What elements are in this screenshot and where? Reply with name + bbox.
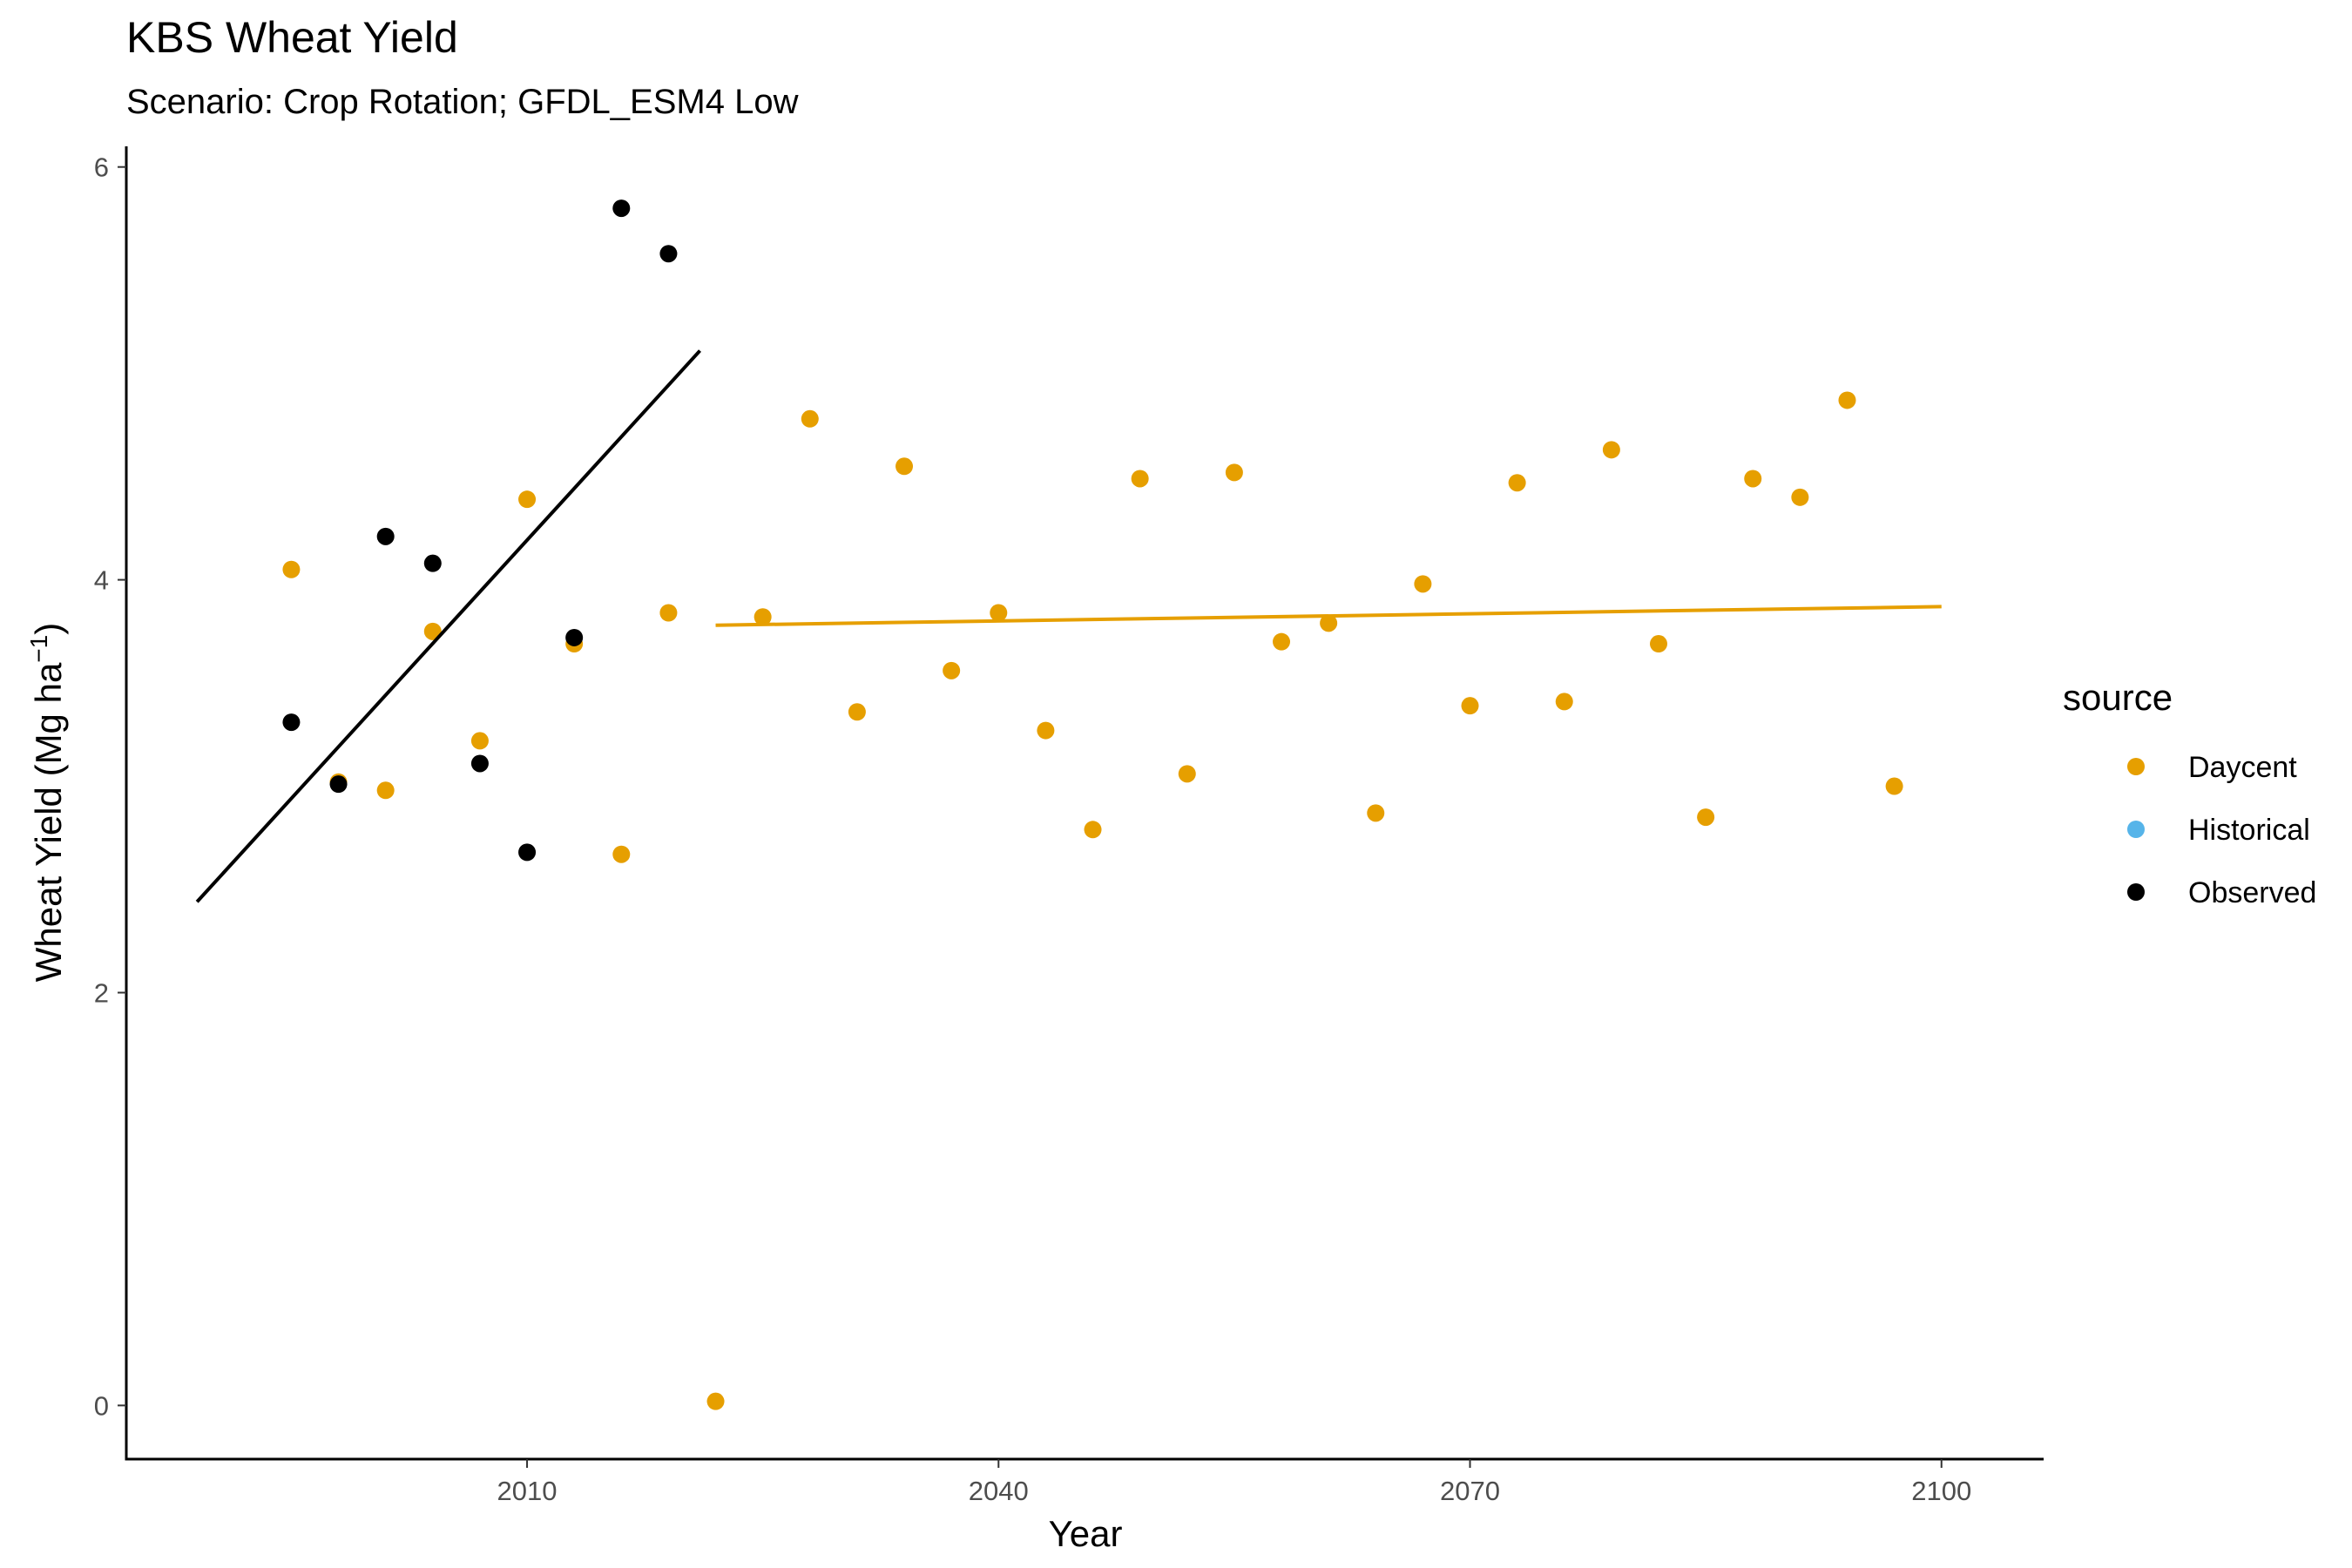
- x-tick-label: 2040: [969, 1476, 1029, 1506]
- legend-label-observed: Observed: [2188, 876, 2316, 909]
- point-daycent-21: [1273, 632, 1291, 651]
- point-daycent-20: [1225, 463, 1243, 482]
- point-daycent-8: [659, 604, 678, 622]
- point-daycent-28: [1602, 441, 1620, 459]
- point-observed-8: [659, 245, 678, 263]
- point-observed-7: [612, 199, 631, 218]
- legend-title: source: [2063, 677, 2173, 718]
- y-axis-title: Wheat Yield (Mg ha−1): [25, 623, 69, 982]
- y-tick-label: 2: [94, 977, 109, 1008]
- point-daycent-34: [1885, 777, 1903, 795]
- plot-area: [195, 199, 1942, 1410]
- point-daycent-22: [1320, 614, 1338, 632]
- y-ticks: 0 2 4 6: [94, 152, 126, 1421]
- point-observed-4: [470, 754, 489, 773]
- point-daycent-33: [1838, 391, 1856, 409]
- point-daycent-26: [1508, 474, 1526, 492]
- point-observed-5: [518, 843, 537, 862]
- point-daycent-0: [282, 560, 301, 578]
- legend-label-daycent: Daycent: [2188, 751, 2297, 784]
- point-observed-1: [329, 775, 348, 794]
- y-tick-label: 0: [94, 1390, 109, 1421]
- y-axis-title-superscript: −1: [25, 635, 52, 663]
- point-daycent-27: [1555, 693, 1573, 711]
- point-daycent-32: [1791, 488, 1809, 506]
- trend-line-observed: [195, 349, 701, 903]
- point-daycent-12: [848, 703, 866, 721]
- point-daycent-16: [1037, 721, 1055, 740]
- trend-line-daycent: [715, 605, 1942, 627]
- point-daycent-30: [1697, 808, 1715, 827]
- legend-key-observed: [2127, 883, 2145, 901]
- point-daycent-5: [518, 490, 537, 509]
- x-ticks: 2010 2040 2070 2100: [497, 1459, 1971, 1506]
- y-axis-title-main: Wheat Yield (Mg ha: [28, 662, 69, 982]
- legend-key-historical: [2127, 821, 2145, 838]
- x-tick-label: 2010: [497, 1476, 558, 1506]
- point-daycent-11: [801, 409, 819, 428]
- point-daycent-18: [1131, 470, 1149, 488]
- point-daycent-4: [470, 732, 489, 750]
- point-daycent-10: [754, 608, 772, 626]
- point-daycent-15: [990, 604, 1008, 622]
- point-observed-0: [282, 713, 301, 732]
- point-daycent-14: [943, 661, 961, 679]
- point-observed-6: [565, 628, 584, 646]
- point-daycent-3: [423, 622, 442, 640]
- point-observed-2: [376, 527, 395, 545]
- point-daycent-2: [376, 781, 395, 800]
- point-daycent-25: [1461, 697, 1479, 715]
- point-observed-3: [423, 554, 442, 572]
- point-daycent-31: [1744, 470, 1762, 488]
- point-daycent-17: [1084, 821, 1102, 839]
- legend-key-daycent: [2127, 758, 2145, 775]
- point-daycent-29: [1649, 635, 1667, 653]
- point-daycent-19: [1178, 765, 1196, 783]
- y-tick-label: 6: [94, 152, 109, 183]
- x-tick-label: 2070: [1440, 1476, 1500, 1506]
- y-tick-label: 4: [94, 565, 109, 596]
- x-tick-label: 2100: [1911, 1476, 1971, 1506]
- legend-label-historical: Historical: [2188, 814, 2310, 847]
- x-axis-title: Year: [1049, 1513, 1123, 1554]
- point-daycent-23: [1367, 804, 1385, 822]
- point-daycent-7: [612, 845, 631, 863]
- chart-title: KBS Wheat Yield: [126, 13, 458, 62]
- y-axis-title-close: ): [28, 623, 69, 635]
- chart-subtitle: Scenario: Crop Rotation; GFDL_ESM4 Low: [126, 83, 799, 121]
- point-daycent-13: [896, 457, 914, 476]
- legend: source Daycent Historical Observed: [2063, 677, 2316, 909]
- point-daycent-24: [1414, 575, 1432, 593]
- point-daycent-9: [706, 1392, 725, 1410]
